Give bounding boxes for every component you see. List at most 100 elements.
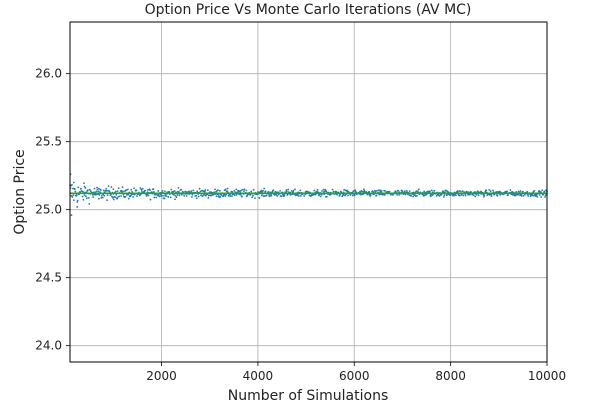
scatter-point [536, 195, 539, 198]
scatter-point [250, 190, 253, 193]
scatter-point [93, 193, 95, 196]
scatter-point [397, 189, 400, 192]
scatter-point [76, 201, 79, 203]
scatter-point [349, 194, 352, 196]
scatter-point [157, 190, 160, 192]
scatter-point [76, 206, 79, 208]
scatter-point [106, 194, 109, 197]
scatter-point [276, 195, 279, 197]
scatter-point [374, 190, 377, 193]
scatter-point [207, 196, 210, 199]
scatter-point [321, 190, 323, 192]
scatter-point [252, 194, 254, 197]
scatter-point [273, 193, 276, 196]
scatter-point [180, 193, 183, 196]
scatter-point [254, 197, 256, 200]
scatter-point [272, 189, 275, 192]
scatter-point [262, 189, 265, 192]
scatter-point [386, 190, 388, 193]
scatter-point [168, 190, 171, 193]
scatter-point [292, 189, 295, 192]
scatter-point [204, 190, 206, 193]
scatter-point [295, 194, 297, 197]
scatter-point [88, 202, 91, 205]
scatter-point [299, 194, 302, 197]
scatter-point [331, 188, 334, 191]
scatter-point [89, 190, 92, 193]
scatter-point [260, 194, 263, 197]
scatter-point [167, 196, 170, 198]
scatter-point [533, 194, 535, 197]
scatter-point [196, 190, 199, 193]
scatter-point [523, 193, 526, 196]
scatter-point [169, 196, 172, 199]
scatter-point [459, 190, 462, 193]
scatter-point [132, 196, 135, 198]
scatter-point [175, 196, 178, 198]
scatter-point [429, 195, 432, 198]
scatter-point [336, 193, 338, 196]
scatter-point [214, 188, 216, 191]
scatter-point [197, 195, 200, 198]
scatter-point [471, 193, 474, 196]
x-tick-label: 2000 [146, 369, 177, 383]
scatter-point [75, 194, 78, 196]
scatter-point [82, 190, 84, 193]
scatter-point [258, 197, 261, 199]
scatter-point [160, 195, 163, 197]
y-axis-label: Option Price [12, 149, 28, 234]
scatter-point [91, 193, 94, 196]
scatter-point [195, 197, 198, 200]
scatter-point [425, 193, 427, 196]
scatter-point [127, 197, 130, 200]
scatter-point [141, 187, 144, 190]
scatter-point [352, 190, 355, 193]
scatter-point [376, 189, 378, 192]
scatter-point [490, 195, 493, 198]
scatter-point [412, 195, 414, 198]
scatter-point [511, 191, 514, 193]
scatter-point [322, 188, 325, 191]
scatter-point [294, 188, 296, 191]
scatter-point [178, 194, 181, 197]
scatter-point [163, 194, 165, 197]
scatter-point [542, 193, 545, 196]
scatter-point [507, 194, 509, 196]
scatter-point [351, 194, 354, 197]
scatter-point [173, 190, 176, 192]
scatter-point [325, 190, 328, 193]
x-axis-label: Number of Simulations [228, 388, 389, 404]
scatter-point [252, 188, 255, 191]
scatter-point [442, 196, 445, 198]
scatter-point [403, 190, 406, 193]
scatter-point [509, 189, 512, 191]
scatter-point [520, 194, 523, 197]
scatter-point [79, 191, 82, 193]
scatter-point [71, 196, 74, 198]
scatter-point [112, 198, 115, 201]
scatter-point [243, 188, 246, 191]
scatter-point [147, 189, 149, 191]
scatter-point [191, 196, 193, 198]
scatter-point [270, 194, 273, 197]
scatter-point [299, 189, 302, 192]
scatter-point [360, 193, 362, 196]
scatter-point [495, 191, 498, 193]
scatter-point [100, 195, 103, 197]
scatter-point [85, 197, 88, 200]
scatter-point [125, 189, 128, 191]
scatter-point [279, 190, 281, 192]
scatter-point [461, 190, 464, 193]
scatter-point [260, 189, 263, 192]
scatter-point [155, 196, 158, 199]
scatter-point [105, 187, 108, 190]
scatter-point [122, 190, 124, 193]
scatter-point [354, 189, 357, 192]
scatter-point [116, 190, 119, 193]
scatter-point [449, 194, 452, 197]
scatter-point [98, 197, 100, 200]
scatter-point [455, 194, 457, 197]
scatter-point [170, 188, 173, 191]
scatter-point [153, 196, 156, 199]
scatter-point [165, 195, 168, 198]
